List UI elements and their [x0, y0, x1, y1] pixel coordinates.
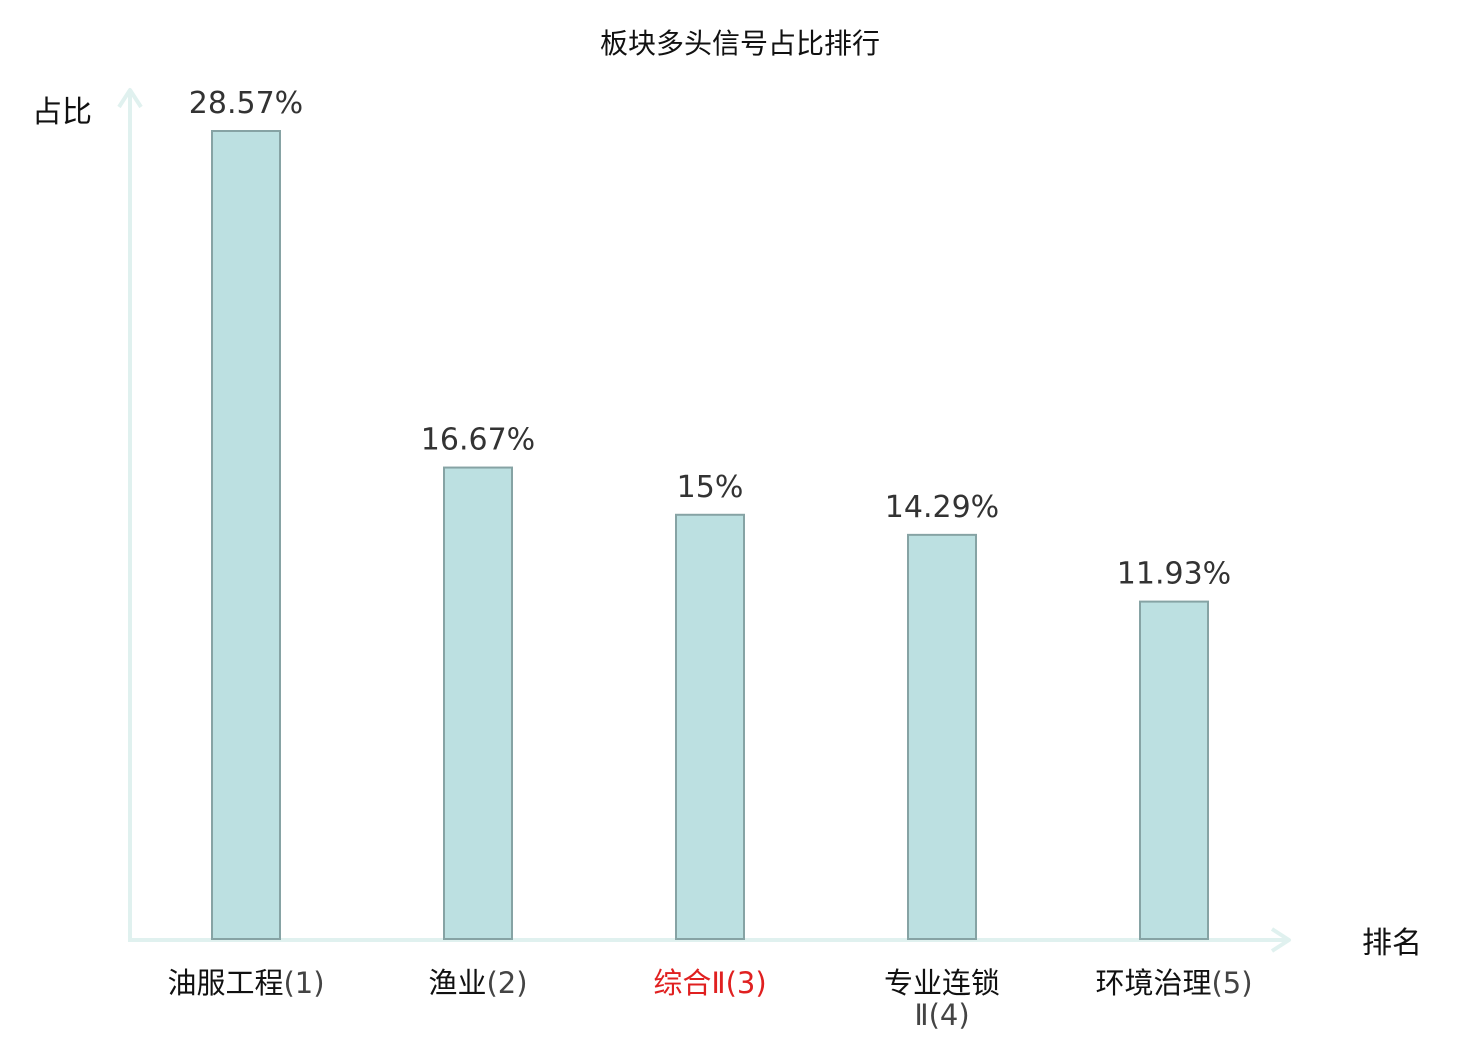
- bar-4: [907, 533, 977, 940]
- y-axis-label: 占比: [32, 95, 92, 130]
- value-label-4: 14.29%: [885, 490, 999, 525]
- category-name: 油服工程: [167, 966, 283, 1000]
- category-rank: (1): [283, 966, 324, 1000]
- value-label-3: 15%: [677, 470, 744, 505]
- category-rank: (5): [1211, 966, 1252, 1000]
- bar-1: [211, 130, 281, 940]
- category-label-4-line2: Ⅱ(4): [914, 998, 969, 1032]
- chart-title: 板块多头信号占比排行: [600, 27, 880, 60]
- category-name: 渔业: [428, 966, 486, 1000]
- value-label-1: 28.57%: [189, 86, 303, 121]
- category-label-3: 综合Ⅱ(3): [653, 966, 766, 1000]
- category-label-1: 油服工程(1): [167, 966, 324, 1000]
- category-label-5: 环境治理(5): [1095, 966, 1252, 1000]
- bar-5: [1139, 600, 1209, 940]
- value-label-5: 11.93%: [1117, 557, 1231, 592]
- y-axis-arrow: [117, 88, 143, 109]
- x-axis-arrow: [1270, 927, 1291, 953]
- category-name: 综合Ⅱ: [653, 966, 725, 1000]
- category-label-4: 专业连锁: [884, 966, 1000, 1000]
- value-label-2: 16.67%: [421, 423, 535, 458]
- bars-group: [211, 130, 1209, 941]
- bar-2: [443, 466, 513, 940]
- category-rank: (2): [486, 966, 527, 1000]
- value-labels-group: 28.57% 16.67% 15% 14.29% 11.93%: [189, 86, 1231, 592]
- category-rank: (3): [726, 966, 767, 1000]
- x-axis-label: 排名: [1362, 926, 1422, 961]
- bar-3: [675, 513, 745, 941]
- category-name: 专业连锁: [884, 966, 1000, 1000]
- category-label-2: 渔业(2): [428, 966, 527, 1000]
- category-name: 环境治理: [1095, 966, 1211, 1000]
